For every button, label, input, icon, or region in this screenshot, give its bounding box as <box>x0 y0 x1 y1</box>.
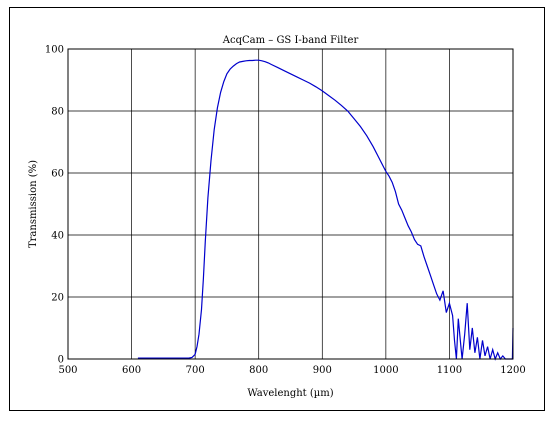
series-line <box>137 59 514 361</box>
x-axis-label: Wavelenght (µm) <box>247 388 333 399</box>
y-tick-label: 100 <box>45 45 64 56</box>
x-tick-label: 900 <box>313 365 332 376</box>
plot-area <box>67 48 514 360</box>
x-tick-label: 1100 <box>437 365 462 376</box>
x-tick-label: 800 <box>249 365 268 376</box>
y-tick-labels: 0 20 40 60 80 100 <box>45 45 64 366</box>
y-tick-label: 40 <box>51 231 64 242</box>
chart-frame <box>9 7 545 411</box>
x-tick-label: 1200 <box>500 365 525 376</box>
y-tick-label: 0 <box>58 355 64 366</box>
x-tick-label: 500 <box>58 365 77 376</box>
x-tick-labels: 500 600 700 800 900 1000 1100 1200 <box>58 365 525 376</box>
chart-title: AcqCam – GS I-band Filter <box>222 35 359 46</box>
y-axis-label: Transmission (%) <box>28 160 39 248</box>
y-tick-label: 80 <box>51 107 64 118</box>
y-tick-label: 20 <box>51 293 64 304</box>
y-tick-label: 60 <box>51 169 64 180</box>
x-tick-label: 600 <box>122 365 141 376</box>
x-tick-label: 700 <box>186 365 205 376</box>
x-tick-label: 1000 <box>373 365 398 376</box>
